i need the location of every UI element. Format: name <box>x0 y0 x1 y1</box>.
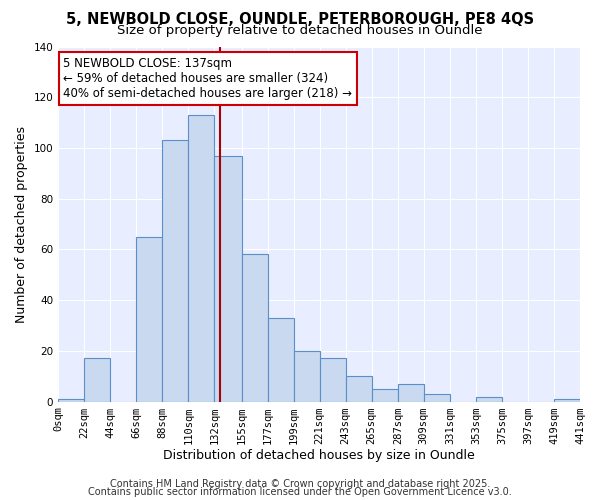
Bar <box>242 254 268 402</box>
Bar <box>162 140 188 402</box>
Bar <box>293 351 320 402</box>
Bar <box>476 396 502 402</box>
Text: 5, NEWBOLD CLOSE, OUNDLE, PETERBOROUGH, PE8 4QS: 5, NEWBOLD CLOSE, OUNDLE, PETERBOROUGH, … <box>66 12 534 28</box>
Bar <box>58 399 84 402</box>
X-axis label: Distribution of detached houses by size in Oundle: Distribution of detached houses by size … <box>163 450 475 462</box>
Text: Size of property relative to detached houses in Oundle: Size of property relative to detached ho… <box>117 24 483 37</box>
Bar <box>188 115 214 402</box>
Bar <box>320 358 346 402</box>
Bar <box>84 358 110 402</box>
Bar <box>424 394 450 402</box>
Bar <box>346 376 372 402</box>
Bar <box>372 389 398 402</box>
Text: Contains HM Land Registry data © Crown copyright and database right 2025.: Contains HM Land Registry data © Crown c… <box>110 479 490 489</box>
Bar <box>554 399 580 402</box>
Text: 5 NEWBOLD CLOSE: 137sqm
← 59% of detached houses are smaller (324)
40% of semi-d: 5 NEWBOLD CLOSE: 137sqm ← 59% of detache… <box>64 57 352 100</box>
Bar <box>214 156 242 402</box>
Text: Contains public sector information licensed under the Open Government Licence v3: Contains public sector information licen… <box>88 487 512 497</box>
Bar <box>136 236 162 402</box>
Y-axis label: Number of detached properties: Number of detached properties <box>15 126 28 322</box>
Bar <box>268 318 293 402</box>
Bar <box>398 384 424 402</box>
